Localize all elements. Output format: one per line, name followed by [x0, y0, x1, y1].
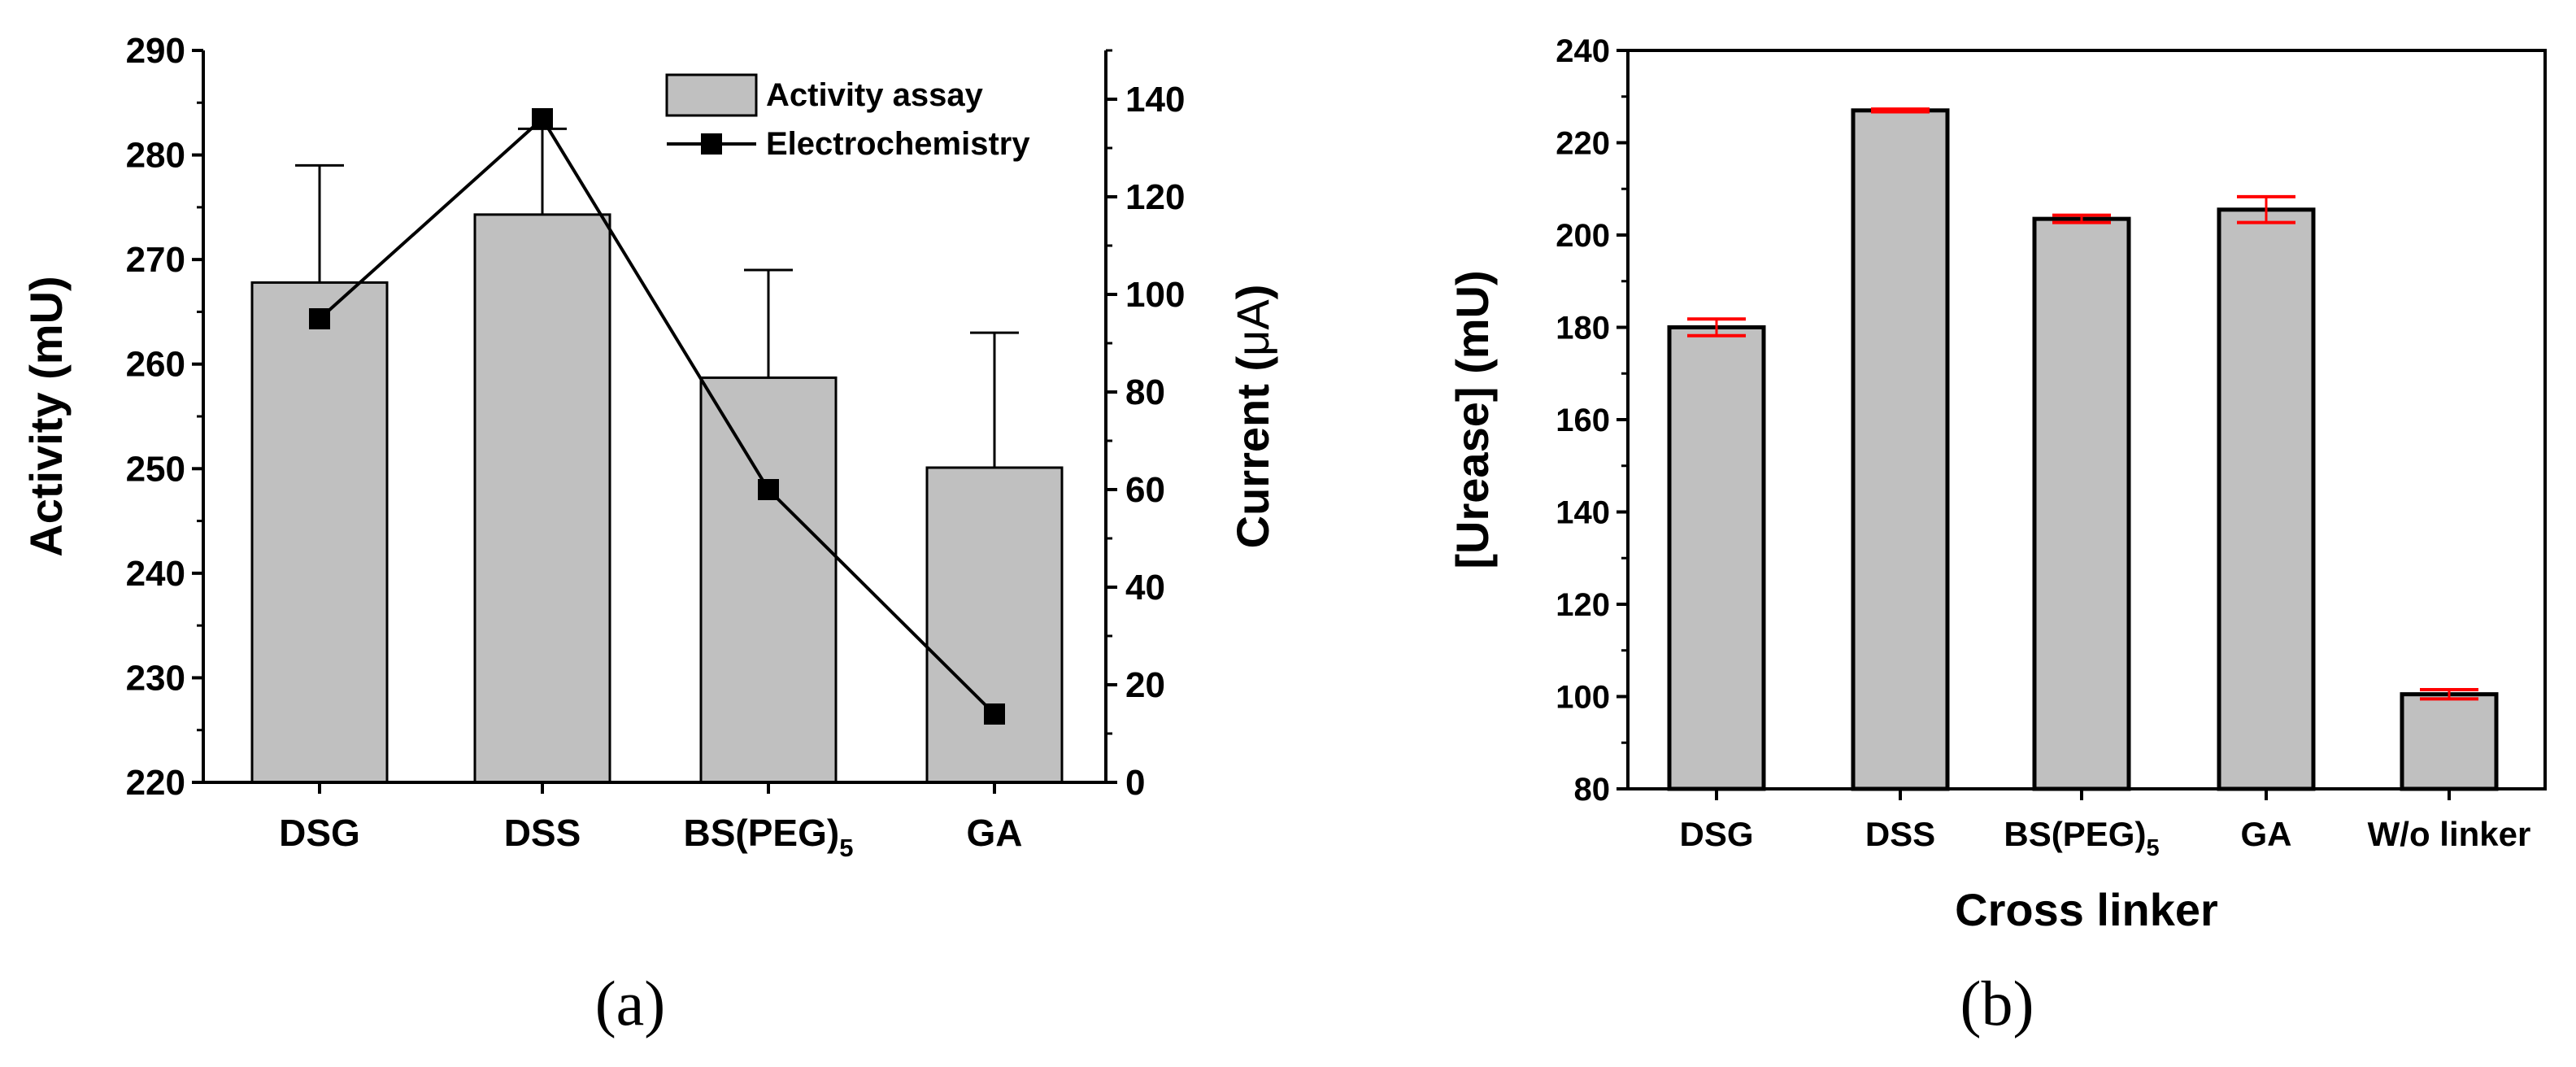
left-tick-label-260: 260	[126, 345, 185, 385]
panel-a-ticks: 220 230 240 250 260 270 280 290 0 20 40 60 80 100 120 1…	[126, 31, 1186, 862]
legend-marker-electrochemistry	[701, 133, 722, 155]
panel-b-x-label: Cross linker	[1955, 884, 2218, 935]
panel-b-y-label: [Urease] (mU)	[1447, 270, 1498, 568]
activity-bar-ga	[925, 466, 1064, 784]
panel-a-electrochemistry-line	[309, 108, 1005, 725]
b-y-tick-label-100: 100	[1556, 680, 1610, 716]
panel-a-bars	[250, 213, 1064, 784]
panel-b-error-bars	[1687, 107, 2478, 701]
left-tick-label-220: 220	[126, 763, 185, 803]
right-tick-label-140: 140	[1125, 80, 1185, 120]
right-tick-label-100: 100	[1125, 275, 1185, 315]
panel-b-ticks: 80 100 120 140 160 180 200 220 240 DSG DSS BS(PEG)5…	[1556, 33, 2530, 861]
right-tick-label-0: 0	[1125, 763, 1145, 803]
urease-bar-1	[1851, 108, 1950, 791]
urease-bar-3	[2217, 207, 2316, 791]
activity-bar-dsg	[250, 281, 389, 784]
panel-b-chart: 80 100 120 140 160 180 200 220 240 DSG DSS BS(PEG)5…	[1447, 33, 2547, 1039]
left-tick-label-290: 290	[126, 31, 185, 71]
b-y-tick-label-140: 140	[1556, 495, 1610, 531]
electrochemistry-point-0	[309, 308, 330, 329]
b-x-tick-label-0: DSG	[1679, 815, 1753, 853]
activity-bar-dss	[473, 213, 611, 784]
urease-bar-4	[2400, 692, 2499, 791]
right-tick-label-20: 20	[1125, 665, 1165, 705]
panel-a-legend: Activity assay Electrochemistry	[665, 73, 1030, 162]
x-tick-label-0: DSG	[279, 812, 360, 854]
electrochemistry-point-2	[758, 479, 779, 500]
left-tick-label-280: 280	[126, 136, 185, 176]
b-y-tick-label-220: 220	[1556, 126, 1610, 162]
x-tick-label-3: GA	[967, 812, 1023, 854]
b-x-tick-label-3: GA	[2241, 815, 2292, 853]
panel-a-caption: (a)	[595, 968, 666, 1039]
panel-a-y-right-label: Current (μA)	[1227, 285, 1278, 549]
legend-label-electrochemistry: Electrochemistry	[766, 126, 1030, 162]
activity-bar-bs(peg)	[699, 376, 838, 784]
left-tick-label-270: 270	[126, 240, 185, 280]
panel-b-bars	[1667, 108, 2499, 791]
b-y-tick-label-240: 240	[1556, 33, 1610, 69]
panel-a-error-bars	[295, 127, 1019, 468]
left-tick-label-240: 240	[126, 554, 185, 594]
panel-a-chart: 220 230 240 250 260 270 280 290 0 20 40 60 80 100 120 1…	[20, 31, 1278, 1039]
b-y-tick-label-120: 120	[1556, 587, 1610, 623]
right-tick-label-40: 40	[1125, 568, 1165, 608]
urease-bar-0	[1667, 325, 1766, 791]
b-y-tick-label-180: 180	[1556, 311, 1610, 346]
left-tick-label-230: 230	[126, 658, 185, 698]
x-tick-label-1: DSS	[504, 812, 581, 854]
legend-label-activity-assay: Activity assay	[766, 77, 984, 113]
b-y-tick-label-160: 160	[1556, 403, 1610, 438]
x-tick-label-2: BS(PEG)5	[684, 812, 854, 862]
panel-a-y-left-label: Activity (mU)	[20, 276, 72, 556]
b-x-tick-label-2: BS(PEG)5	[2004, 815, 2159, 861]
electrochemistry-point-3	[984, 703, 1005, 725]
left-tick-label-250: 250	[126, 449, 185, 489]
urease-bar-2	[2032, 216, 2131, 791]
right-tick-label-120: 120	[1125, 177, 1185, 217]
electrochemistry-point-1	[532, 108, 553, 129]
b-y-tick-label-200: 200	[1556, 218, 1610, 254]
b-y-tick-label-80: 80	[1574, 772, 1611, 808]
panel-b-caption: (b)	[1960, 968, 2034, 1039]
b-x-tick-label-4: W/o linker	[2368, 815, 2531, 853]
right-tick-label-80: 80	[1125, 372, 1165, 412]
right-tick-label-60: 60	[1125, 470, 1165, 510]
electrochemistry-series-line	[318, 115, 996, 716]
legend-swatch-activity-assay	[665, 73, 758, 117]
b-x-tick-label-1: DSS	[1865, 815, 1935, 853]
